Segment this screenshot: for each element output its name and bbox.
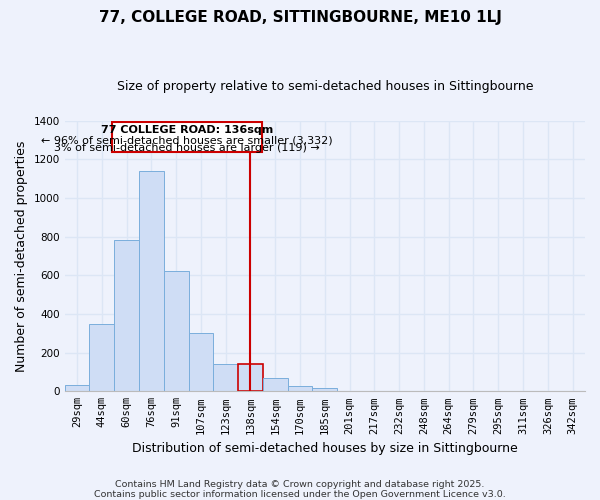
Bar: [164, 272, 188, 392]
Text: ← 96% of semi-detached houses are smaller (3,332): ← 96% of semi-detached houses are smalle…: [41, 136, 332, 146]
Bar: [263, 378, 287, 392]
Text: Contains public sector information licensed under the Open Government Licence v3: Contains public sector information licen…: [94, 490, 506, 499]
Text: 3% of semi-detached houses are larger (119) →: 3% of semi-detached houses are larger (1…: [54, 143, 320, 153]
Text: 77, COLLEGE ROAD, SITTINGBOURNE, ME10 1LJ: 77, COLLEGE ROAD, SITTINGBOURNE, ME10 1L…: [98, 10, 502, 25]
Bar: [114, 240, 139, 392]
Text: Contains HM Land Registry data © Crown copyright and database right 2025.: Contains HM Land Registry data © Crown c…: [115, 480, 485, 489]
Bar: [287, 386, 313, 392]
Bar: [313, 388, 337, 392]
Bar: [65, 384, 89, 392]
Bar: [139, 171, 164, 392]
Text: 77 COLLEGE ROAD: 136sqm: 77 COLLEGE ROAD: 136sqm: [101, 124, 273, 134]
Y-axis label: Number of semi-detached properties: Number of semi-detached properties: [15, 140, 28, 372]
Title: Size of property relative to semi-detached houses in Sittingbourne: Size of property relative to semi-detach…: [116, 80, 533, 93]
Bar: [214, 364, 238, 392]
Bar: [89, 324, 114, 392]
Bar: [238, 364, 263, 392]
Bar: [112, 122, 262, 152]
X-axis label: Distribution of semi-detached houses by size in Sittingbourne: Distribution of semi-detached houses by …: [132, 442, 518, 455]
Bar: [188, 334, 214, 392]
